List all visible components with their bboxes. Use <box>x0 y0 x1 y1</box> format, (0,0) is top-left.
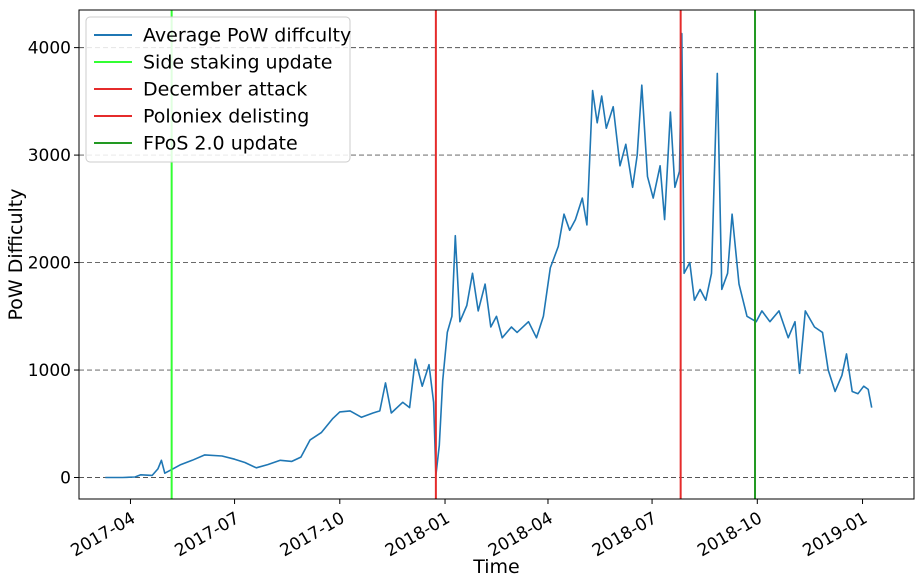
series-line-average-pow-difficulty <box>105 32 873 479</box>
x-axis-ticks: 2017-04 2017-07 2017-10 2018-01 2018-04 2018-… <box>67 499 871 561</box>
x-tick-label: 2019-01 <box>800 508 872 561</box>
y-tick-label: 2000 <box>28 254 71 274</box>
x-tick-label: 2018-07 <box>589 508 661 561</box>
x-tick-label: 2017-10 <box>277 508 349 561</box>
y-tick-label: 0 <box>60 469 71 489</box>
y-tick-label: 1000 <box>28 361 71 381</box>
y-tick-label: 3000 <box>28 146 71 166</box>
legend: Average PoW diffculty Side staking update… <box>85 16 351 163</box>
x-tick-label: 2018-01 <box>382 508 454 561</box>
plot-frame <box>78 9 915 500</box>
x-tick-label: 2018-10 <box>694 508 766 561</box>
legend-label: Side staking update <box>143 52 333 74</box>
x-tick-label: 2018-04 <box>485 508 557 561</box>
x-tick-label: 2017-07 <box>172 508 244 561</box>
series-layer <box>105 32 873 479</box>
legend-label: FPoS 2.0 update <box>143 133 298 155</box>
x-tick-label: 2017-04 <box>67 508 139 561</box>
legend-label: Average PoW diffculty <box>143 25 351 47</box>
x-axis-label: Time <box>472 556 520 578</box>
y-axis-ticks: 0 1000 2000 3000 4000 <box>28 39 79 489</box>
legend-label: Poloniex delisting <box>143 106 309 128</box>
y-axis-label: PoW Difficulty <box>5 189 27 321</box>
y-tick-label: 4000 <box>28 39 71 59</box>
legend-label: December attack <box>143 79 307 101</box>
legend-frame <box>85 16 351 163</box>
